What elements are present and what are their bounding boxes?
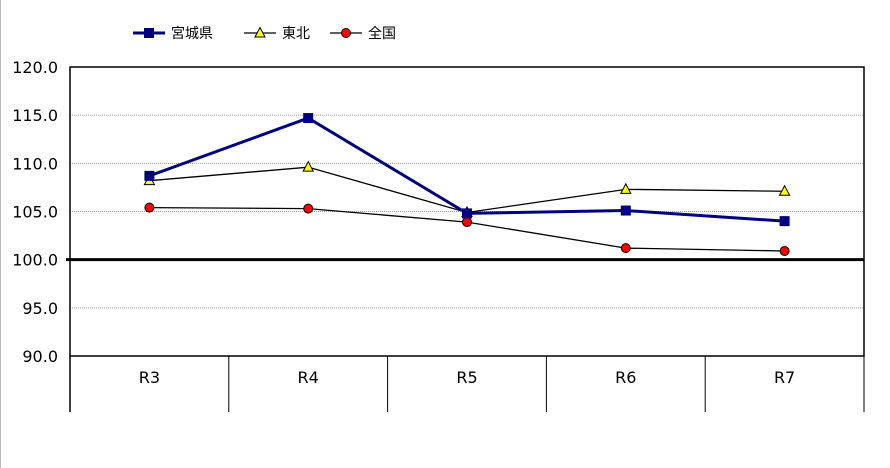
x-tick-label: R6 (615, 368, 636, 387)
legend-marker (341, 28, 351, 38)
legend-entry: 全国 (330, 25, 396, 42)
grid-lines (70, 114, 864, 309)
series-circle (144, 202, 790, 256)
series-line (149, 166, 785, 214)
data-point (303, 113, 314, 124)
data-point (462, 208, 472, 219)
data-point (462, 217, 472, 228)
y-tick-label: 95.0 (22, 299, 58, 318)
y-tick-label: 120.0 (12, 58, 58, 77)
data-point (779, 216, 790, 227)
plot-area-border (69, 66, 865, 357)
legend-label: 宮城県 (171, 26, 213, 42)
data-point (144, 170, 155, 181)
x-axis: R3 R4 R5 R6 R7 (69, 356, 865, 412)
y-axis: 90.0 95.0 100.0 105.0 110.0 115.0 120.0 (12, 58, 58, 366)
x-tick-label: R3 (139, 368, 160, 387)
data-point (778, 184, 791, 196)
y-tick-label: 90.0 (22, 347, 58, 366)
x-tick-label: R7 (774, 368, 795, 387)
series-line (148, 116, 785, 223)
y-tick-label: 115.0 (12, 106, 58, 125)
data-point (144, 202, 155, 213)
plot-frame (0, 0, 865, 468)
series-group (143, 113, 791, 256)
data-point (620, 205, 631, 216)
x-tick-label: R4 (298, 368, 319, 387)
y-tick-label: 100.0 (12, 251, 58, 270)
x-tick-label: R5 (456, 368, 477, 387)
y-tick-label: 110.0 (12, 154, 58, 173)
data-point (303, 203, 314, 214)
legend-marker (254, 26, 266, 38)
legend-entry: 東北 (244, 26, 310, 42)
y-tick-label: 105.0 (12, 203, 58, 222)
data-point (620, 243, 631, 254)
legend: 宮城県 東北 全国 (133, 25, 396, 42)
legend-entry: 宮城県 (133, 26, 213, 42)
legend-label: 全国 (368, 25, 396, 42)
legend-label: 東北 (282, 26, 310, 42)
legend-marker (144, 28, 154, 38)
series-square (144, 113, 790, 227)
data-point (302, 160, 315, 172)
data-point (619, 182, 632, 194)
data-point (779, 245, 790, 256)
